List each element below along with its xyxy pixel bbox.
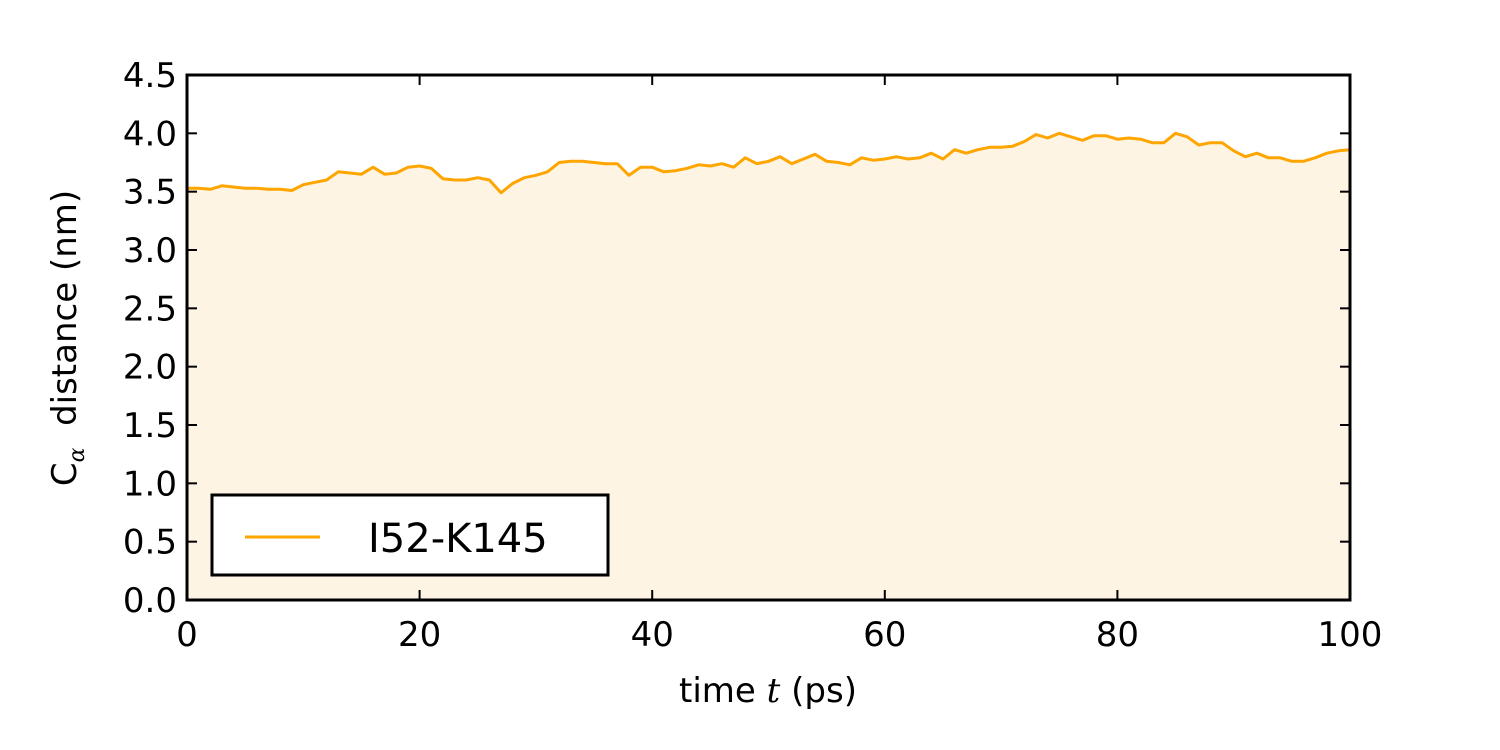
x-axis-label-post: (ps) [780, 671, 857, 711]
tick-labels: 0 20 40 60 80 100 0.0 0.5 1.0 1.5 2.0 2.5 3.0 3.5 4.0 4… [123, 56, 1383, 655]
y-tick-label: 3.5 [123, 173, 177, 213]
x-tick-label: 80 [1096, 615, 1139, 655]
legend: I52-K145 [210, 493, 610, 577]
x-tick-label: 40 [631, 615, 674, 655]
x-tick-label: 60 [863, 615, 906, 655]
y-axis-label-rest: distance (nm) [45, 190, 85, 448]
y-tick-label: 4.5 [123, 56, 177, 96]
area-fill [187, 133, 1350, 601]
x-axis-label-pre: time [679, 671, 767, 711]
x-axis-label: time t (ps) [679, 671, 857, 711]
legend-label: I52-K145 [368, 516, 548, 562]
y-tick-label: 3.0 [123, 231, 177, 271]
y-axis-label-base: C [45, 462, 85, 486]
series-line-i52-k145 [187, 131, 1351, 195]
y-tick-label: 2.5 [123, 289, 177, 329]
y-tick-label: 1.0 [123, 464, 177, 504]
x-tick-label: 0 [176, 615, 198, 655]
y-tick-label: 0.5 [123, 523, 177, 563]
y-tick-label: 2.0 [123, 348, 177, 388]
legend-box [210, 493, 610, 577]
x-axis-label-var: t [767, 671, 781, 711]
y-axis-label: Cα distance (nm) [45, 190, 90, 486]
x-tick-label: 100 [1318, 615, 1383, 655]
plot-frame [185, 73, 1352, 602]
y-tick-label: 1.5 [123, 406, 177, 446]
y-axis-label-sub: α [65, 447, 90, 462]
y-tick-label: 0.0 [123, 581, 177, 621]
plot-area [187, 131, 1351, 601]
y-tick-label: 4.0 [123, 114, 177, 154]
x-tick-label: 20 [398, 615, 441, 655]
